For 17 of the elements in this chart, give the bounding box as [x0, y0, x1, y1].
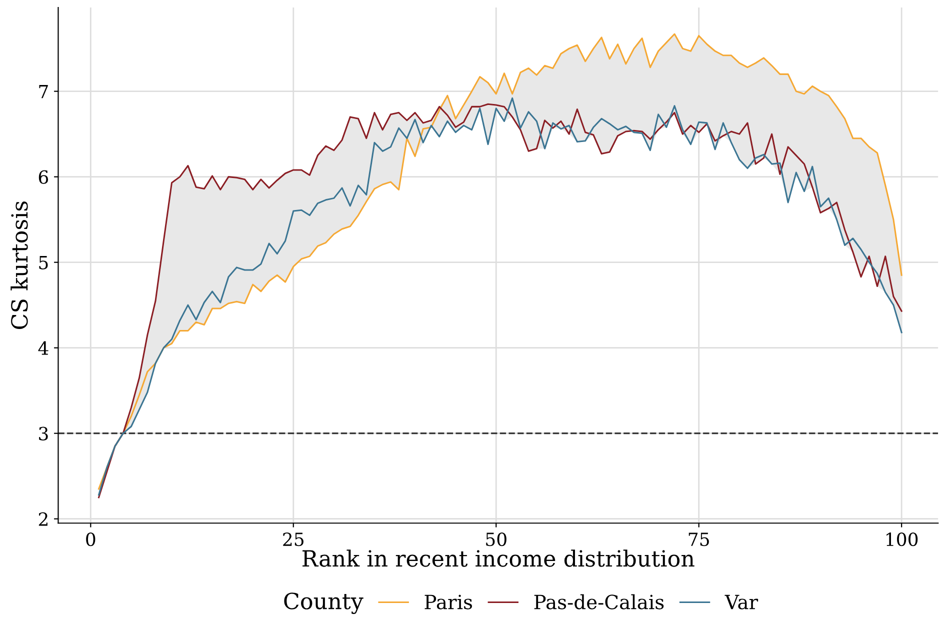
y-tick-label: 5 [39, 256, 48, 270]
x-tick-label: 75 [688, 532, 709, 546]
x-tick-label: 25 [283, 532, 304, 546]
y-tick-label: 2 [38, 512, 48, 526]
x-tick-label: 50 [486, 532, 506, 546]
y-tick-label: 4 [38, 341, 48, 355]
legend-label: Var [724, 594, 758, 610]
x-tick-label: 100 [886, 532, 918, 546]
legend-label: Paris [424, 594, 472, 610]
x-axis-title: Rank in recent income distribution [302, 550, 694, 567]
y-tick-label: 6 [38, 170, 48, 184]
legend-title: County [284, 592, 364, 614]
x-tick-label: 0 [86, 532, 96, 546]
legend-label: Pas-de-Calais [534, 594, 664, 610]
y-axis-title: CS kurtosis [10, 201, 28, 330]
y-tick-label: 3 [39, 426, 48, 440]
y-tick-label: 7 [39, 84, 48, 98]
